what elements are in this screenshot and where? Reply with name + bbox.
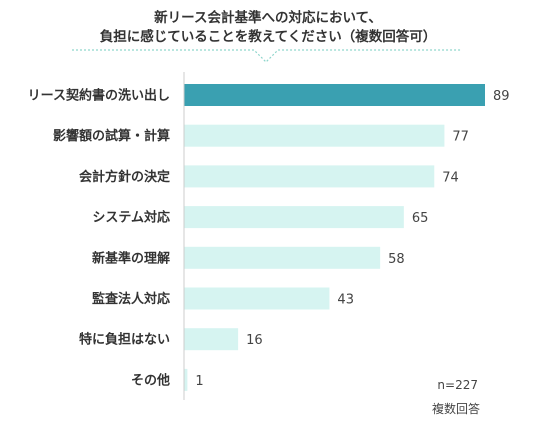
value-label-5: 58 — [388, 252, 405, 267]
value-label-6: 43 — [337, 293, 354, 308]
chart-title-line-2: 負担に感じていることを教えてください（複数回答可） — [99, 29, 437, 45]
value-label-8: 1 — [195, 374, 203, 389]
category-label-7: 特に負担はない — [79, 332, 170, 348]
bar-5 — [184, 246, 381, 269]
category-label-2: 影響額の試算・計算 — [53, 128, 170, 144]
value-label-1: 89 — [493, 89, 510, 104]
category-label-4: システム対応 — [92, 210, 170, 226]
category-label-3: 会計方針の決定 — [79, 169, 170, 185]
bar-8 — [184, 368, 188, 391]
sample-size-note: n=227 — [437, 378, 478, 392]
bar-6 — [184, 287, 330, 310]
speech-bubble-outline — [72, 49, 462, 63]
value-label-2: 77 — [452, 130, 469, 145]
title-speech-bubble — [72, 49, 462, 63]
value-label-7: 16 — [246, 333, 263, 348]
category-label-6: 監査法人対応 — [92, 291, 170, 307]
response-type-note: 複数回答 — [431, 402, 480, 416]
category-label-1: リース契約書の洗い出し — [28, 88, 170, 104]
value-label-4: 65 — [412, 211, 429, 226]
bar-7 — [184, 328, 239, 351]
category-label-5: 新基準の理解 — [92, 250, 170, 266]
chart-title-line-1: 新リース会計基準への対応において、 — [154, 10, 382, 26]
bar-4 — [184, 206, 404, 229]
value-label-3: 74 — [442, 170, 459, 185]
bar-2 — [184, 124, 445, 147]
bar-1 — [184, 84, 485, 106]
bar-3 — [184, 165, 435, 188]
category-label-8: その他 — [131, 372, 170, 388]
